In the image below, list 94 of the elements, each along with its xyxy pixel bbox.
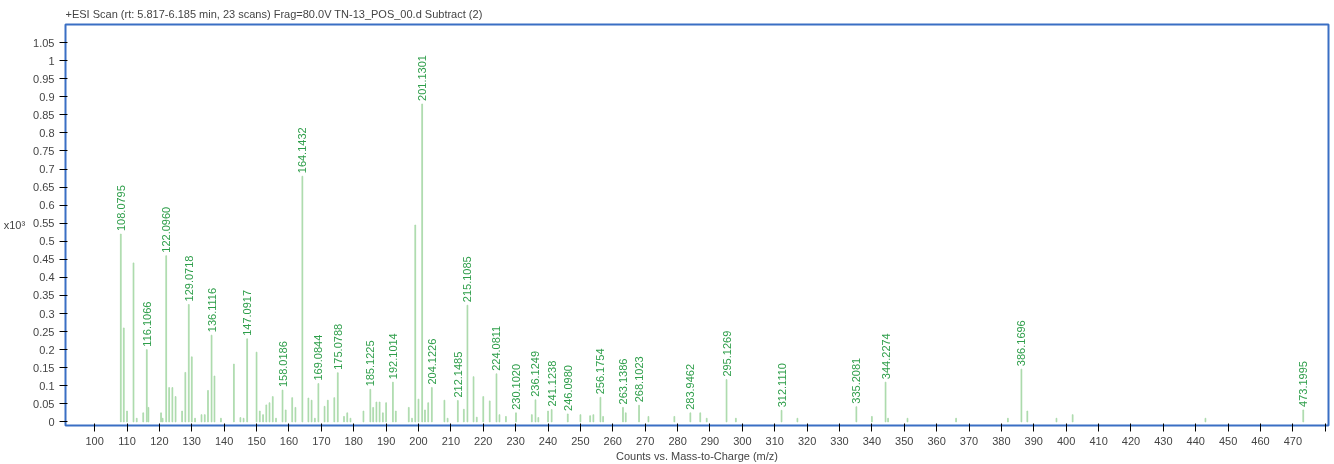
y-tick-label: 0.35 xyxy=(33,289,55,302)
annotation: 215.1085 xyxy=(461,256,474,303)
annotation: 312.1110 xyxy=(775,363,788,408)
x-tick-label: 190 xyxy=(376,434,396,447)
x-tick-label: 350 xyxy=(895,434,914,447)
annotation: 158.0186 xyxy=(276,341,289,388)
annotation: 224.0811 xyxy=(490,325,503,371)
annotation: 116.1066 xyxy=(140,301,153,347)
annotation: 169.0844 xyxy=(312,334,325,381)
x-tick-label: 280 xyxy=(668,434,687,447)
annotation: 236.1249 xyxy=(529,350,542,397)
x-tick-label: 210 xyxy=(441,434,461,447)
x-tick-label: 120 xyxy=(150,434,169,447)
x-tick-label: 330 xyxy=(830,434,849,447)
annotation: 230.1020 xyxy=(509,363,522,410)
x-tick-label: 300 xyxy=(733,434,752,447)
annotation: 212.1485 xyxy=(451,351,464,398)
annotation: 147.0917 xyxy=(241,289,254,336)
x-tick-label: 270 xyxy=(636,434,655,447)
y-tick-label: 0.85 xyxy=(33,108,55,121)
x-tick-label: 400 xyxy=(1057,434,1076,447)
x-tick-label: 450 xyxy=(1218,434,1238,447)
annotation: 256.1754 xyxy=(594,348,607,395)
annotation: 241.1238 xyxy=(545,360,558,407)
annotation: 283.9462 xyxy=(684,363,697,410)
annotation: 185.1225 xyxy=(364,340,377,387)
x-tick-label: 360 xyxy=(927,434,946,447)
annotation: 335.2081 xyxy=(850,357,863,404)
x-tick-label: 470 xyxy=(1283,434,1303,447)
y-tick-label: 0.15 xyxy=(33,361,55,374)
y-tick-label: 0.3 xyxy=(39,307,55,320)
y-tick-label: 0.45 xyxy=(33,253,55,266)
annotation: 164.1432 xyxy=(296,127,309,174)
y-tick-label: 0.7 xyxy=(39,163,55,175)
x-tick-label: 250 xyxy=(571,434,590,447)
y-tick-label: 0 xyxy=(48,415,55,428)
annotation: 136.1116 xyxy=(205,287,218,333)
annotation: 344.2274 xyxy=(879,333,892,380)
x-tick-label: 290 xyxy=(700,434,720,447)
x-tick-label: 390 xyxy=(1024,434,1043,447)
annotation: 386.1696 xyxy=(1015,320,1028,367)
x-tick-label: 220 xyxy=(474,434,493,447)
x-tick-label: 420 xyxy=(1121,434,1141,447)
x-tick-label: 460 xyxy=(1251,434,1270,447)
x-tick-label: 380 xyxy=(992,434,1011,447)
annotation: 122.0960 xyxy=(160,206,173,253)
y-tick-label: 0.1 xyxy=(39,379,55,392)
annotation: 129.0718 xyxy=(182,255,195,302)
y-tick-label: 0.9 xyxy=(39,90,55,103)
x-tick-label: 140 xyxy=(215,434,234,447)
y-tick-label: 1.05 xyxy=(33,36,55,49)
x-tick-label: 320 xyxy=(797,434,817,447)
y-tick-label: 0.4 xyxy=(39,271,55,284)
x-axis-title: Counts vs. Mass-to-Charge (m/z) xyxy=(616,449,778,462)
annotation: 473.1995 xyxy=(1297,361,1310,407)
y-tick-label: 0.2 xyxy=(39,343,55,356)
x-tick-label: 130 xyxy=(182,434,201,447)
x-tick-label: 370 xyxy=(959,434,979,447)
y-tick-label: 0.6 xyxy=(39,199,55,212)
x-tick-label: 110 xyxy=(118,434,136,447)
y-axis-title: x10³ xyxy=(3,219,26,231)
y-tick-label: 0.95 xyxy=(33,72,55,85)
annotation: 246.0980 xyxy=(561,365,574,411)
y-tick-label: 0.65 xyxy=(33,181,55,194)
x-tick-label: 180 xyxy=(344,434,363,447)
x-tick-label: 230 xyxy=(506,434,525,447)
x-tick-label: 410 xyxy=(1089,434,1108,447)
y-tick-label: 1 xyxy=(48,54,55,67)
annotation: 268.1023 xyxy=(633,356,646,403)
y-tick-label: 0.55 xyxy=(33,217,55,230)
y-tick-label: 0.5 xyxy=(39,235,55,248)
x-tick-label: 170 xyxy=(312,434,331,447)
x-tick-label: 430 xyxy=(1154,434,1173,447)
y-tick-label: 0.25 xyxy=(33,325,55,338)
annotation: 204.1226 xyxy=(425,338,438,385)
annotation: 175.0788 xyxy=(331,323,344,370)
annotation: 192.1014 xyxy=(386,333,399,380)
y-tick-label: 0.05 xyxy=(33,397,55,410)
x-tick-label: 150 xyxy=(247,434,266,447)
x-tick-label: 200 xyxy=(409,434,428,447)
y-tick-label: 0.75 xyxy=(33,144,55,157)
x-tick-label: 260 xyxy=(603,434,622,447)
x-tick-label: 310 xyxy=(765,434,784,447)
x-tick-label: 240 xyxy=(538,434,558,447)
x-tick-label: 440 xyxy=(1186,434,1205,447)
chart-title: +ESI Scan (rt: 5.817-6.185 min, 23 scans) Frag=80.0V TN-13_POS_00.d Subtract (2) xyxy=(65,7,483,20)
annotation: 201.1301 xyxy=(416,55,429,101)
annotation: 295.1269 xyxy=(720,330,733,377)
x-tick-label: 340 xyxy=(862,434,882,447)
y-tick-label: 0.8 xyxy=(39,126,55,139)
annotation: 263.1386 xyxy=(616,358,629,405)
annotation: 108.0795 xyxy=(114,185,127,232)
x-tick-label: 160 xyxy=(279,434,299,447)
x-tick-label: 100 xyxy=(85,434,104,447)
